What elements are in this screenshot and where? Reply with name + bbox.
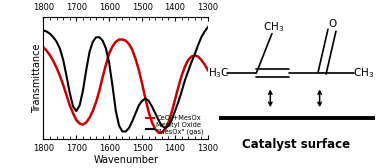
Text: H$_3$C: H$_3$C <box>208 66 229 80</box>
Y-axis label: Transmittance: Transmittance <box>32 43 42 113</box>
Text: CH$_3$: CH$_3$ <box>263 20 284 34</box>
Text: Catalyst surface: Catalyst surface <box>242 138 350 151</box>
X-axis label: Wavenumber: Wavenumber <box>93 155 158 165</box>
Legend: CeO₂+MesOx, Mesityl Oxide
"MesOx" (gas): CeO₂+MesOx, Mesityl Oxide "MesOx" (gas) <box>146 114 204 136</box>
Text: O: O <box>328 18 337 29</box>
Text: CH$_3$: CH$_3$ <box>353 66 375 80</box>
